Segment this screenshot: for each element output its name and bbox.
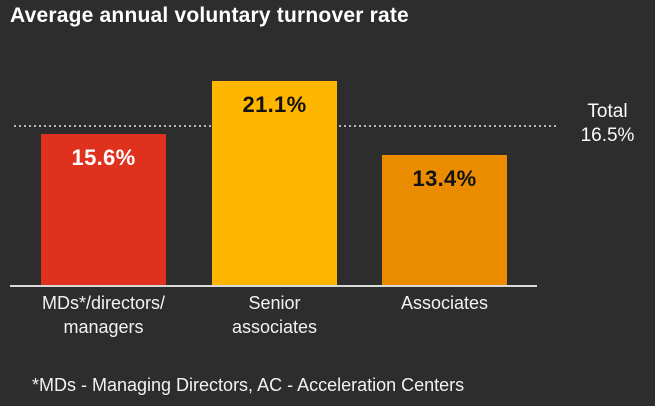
total-reference-label: Total 16.5%	[560, 100, 655, 148]
bar-value-label: 15.6%	[71, 145, 136, 170]
total-reference-label-value: 16.5%	[580, 125, 635, 146]
bar-value-label: 13.4%	[412, 166, 477, 191]
total-reference-label-title: Total	[587, 101, 628, 122]
category-label-mds-directors-managers: MDs*/directors/managers	[14, 291, 194, 339]
bar-senior-associates: 21.1%	[212, 81, 337, 285]
category-label-line: MDs*/directors/	[41, 293, 166, 313]
category-label-senior-associates: Senior associates	[185, 291, 365, 339]
category-label-line: managers	[63, 317, 144, 337]
bar-associates: 13.4%	[382, 155, 507, 285]
category-label-line: associates	[231, 317, 318, 337]
bar-value-label: 21.1%	[242, 92, 307, 117]
footnote: *MDs - Managing Directors, AC - Accelera…	[32, 375, 465, 395]
chart-title: Average annual voluntary turnover rate	[10, 4, 409, 27]
category-label-associates: Associates	[355, 291, 535, 315]
bar-mds-directors-managers: 15.6%	[41, 134, 166, 285]
category-label-line: Senior	[248, 293, 301, 313]
category-label-line: Associates	[400, 293, 489, 313]
x-axis-line	[10, 285, 537, 287]
